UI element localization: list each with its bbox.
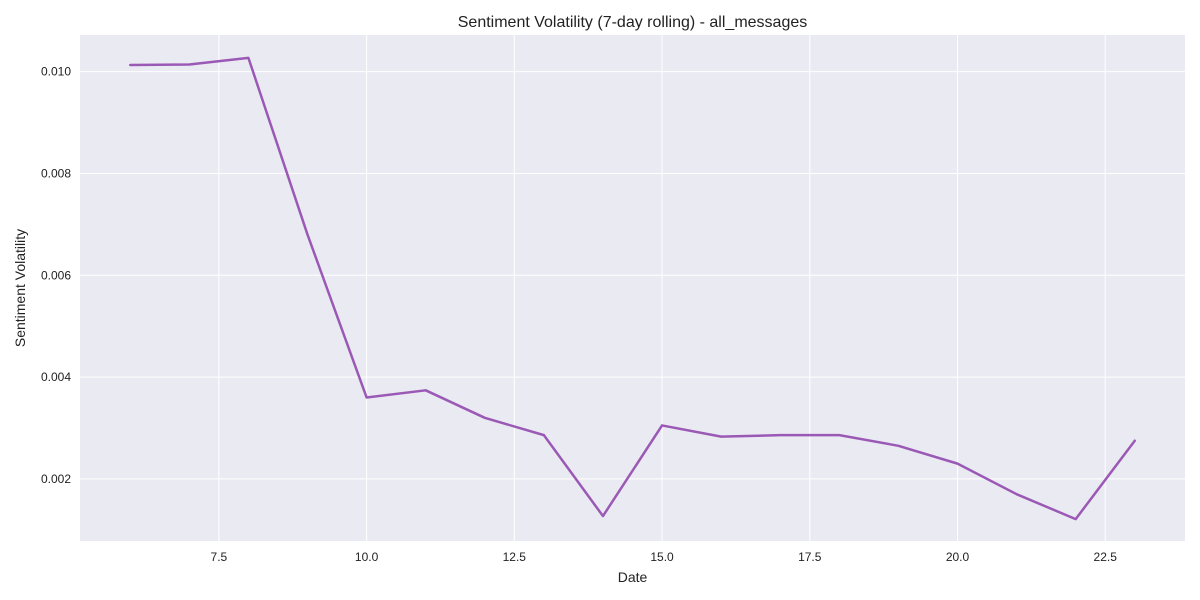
y-tick-label: 0.002 <box>41 472 71 486</box>
y-tick-label: 0.008 <box>41 166 71 180</box>
grid <box>80 35 1185 541</box>
x-axis-label: Date <box>618 569 648 585</box>
x-tick-label: 17.5 <box>798 550 822 564</box>
ticks: 7.5 10.0 12.5 15.0 17.5 20.0 22.5 0.002 0.004 0.0… <box>41 65 1117 564</box>
series-line <box>128 56 1137 521</box>
x-tick-label: 7.5 <box>211 550 228 564</box>
y-axis-label: Sentiment Volatility <box>12 229 28 347</box>
x-tick-label: 20.0 <box>946 550 970 564</box>
x-tick-label: 10.0 <box>355 550 379 564</box>
plot-area <box>80 35 1185 541</box>
x-tick-label: 12.5 <box>503 550 527 564</box>
y-tick-label: 0.006 <box>41 268 71 282</box>
chart-title: Sentiment Volatility (7-day rolling) - a… <box>458 14 807 31</box>
x-tick-label: 15.0 <box>650 550 674 564</box>
y-tick-label: 0.004 <box>41 370 71 384</box>
x-tick-label: 22.5 <box>1094 550 1118 564</box>
y-tick-label: 0.010 <box>41 65 71 79</box>
